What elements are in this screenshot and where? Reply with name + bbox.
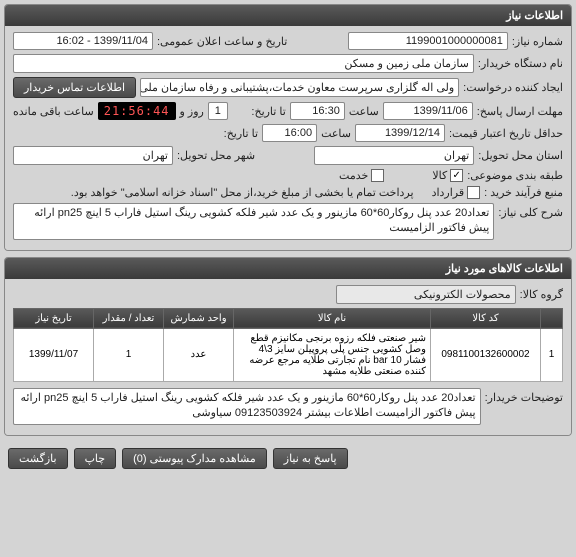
label-creator: ایجاد کننده درخواست: — [463, 81, 563, 94]
label-service: خدمت — [339, 169, 368, 182]
label-validity-min: حداقل تاریخ اعتبار قیمت: — [449, 127, 563, 140]
back-button[interactable]: بازگشت — [8, 448, 68, 469]
field-city: تهران — [13, 146, 173, 165]
need-info-panel: اطلاعات نیاز شماره نیاز: 119900100000008… — [4, 4, 572, 251]
label-time1: ساعت — [349, 105, 379, 118]
label-classification: طبقه بندی موضوعی: — [467, 169, 563, 182]
cell-name: شیر صنعتی فلکه رزوه برنجی مکانیزم قطع وص… — [234, 328, 431, 381]
field-need-no: 1199001000000081 — [348, 32, 508, 50]
cell-qty: 1 — [94, 328, 164, 381]
field-validity-date: 1399/12/14 — [355, 124, 445, 142]
label-device-name: نام دستگاه خریدار: — [478, 57, 563, 70]
label-group: گروه کالا: — [520, 288, 563, 301]
print-button[interactable]: چاپ — [74, 448, 117, 469]
label-contract: قرارداد — [432, 186, 465, 199]
contract-note: پرداخت تمام یا بخشی از مبلغ خرید،از محل … — [71, 186, 414, 199]
panel2-body: گروه کالا: محصولات الکترونیکی کد کالا نا… — [5, 279, 571, 435]
field-validity-time: 16:00 — [262, 124, 317, 142]
label-announce-dt: تاریخ و ساعت اعلان عمومی: — [157, 35, 287, 48]
field-creator: ولی اله گلزاری سرپرست معاون خدمات،پشتیبا… — [140, 78, 459, 97]
label-to-date2: تا تاریخ: — [224, 127, 258, 140]
label-need-no: شماره نیاز: — [512, 35, 563, 48]
label-subject: شرح کلی نیاز: — [498, 203, 563, 219]
col-date: تاریخ نیاز — [14, 308, 94, 328]
field-announce-dt: 1399/11/04 - 16:02 — [13, 32, 153, 50]
label-time2: ساعت — [321, 127, 351, 140]
field-state: تهران — [314, 146, 474, 165]
panel1-body: شماره نیاز: 1199001000000081 تاریخ و ساع… — [5, 26, 571, 250]
cell-unit: عدد — [164, 328, 234, 381]
label-explain: توضیحات خریدار: — [485, 388, 563, 404]
label-state: استان محل تحویل: — [478, 149, 563, 162]
table-row: 1 0981100132600002 شیر صنعتی فلکه رزوه ب… — [14, 328, 563, 381]
field-explain: تعداد20 عدد پنل روکار60*60 مازینور و یک … — [13, 388, 481, 425]
label-contract-src: منبع فرآیند خرید : — [484, 186, 563, 199]
field-device-name: سازمان ملی زمین و مسکن — [13, 54, 474, 73]
label-until: روز و — [180, 105, 204, 118]
checkbox-service[interactable] — [371, 169, 384, 182]
checkbox-goods[interactable]: ✓ — [450, 169, 463, 182]
cell-date: 1399/11/07 — [14, 328, 94, 381]
footer-bar: پاسخ به نیاز مشاهده مدارک پیوستی (0) چاپ… — [4, 442, 572, 475]
field-reply-time: 16:30 — [290, 102, 345, 120]
col-rownum — [541, 308, 563, 328]
label-reply-deadline: مهلت ارسال پاسخ: — [477, 105, 563, 118]
table-header-row: کد کالا نام کالا واحد شمارش تعداد / مقدا… — [14, 308, 563, 328]
label-to-date: تا تاریخ: — [251, 105, 285, 118]
label-remaining: ساعت باقی مانده — [13, 105, 94, 118]
panel2-header: اطلاعات کالاهای مورد نیاز — [5, 258, 571, 279]
attachments-button[interactable]: مشاهده مدارک پیوستی (0) — [122, 448, 267, 469]
cell-idx: 1 — [541, 328, 563, 381]
countdown-timer: 21:56:44 — [98, 102, 176, 120]
reply-button[interactable]: پاسخ به نیاز — [273, 448, 348, 469]
field-reply-date: 1399/11/06 — [383, 102, 473, 120]
col-qty: تعداد / مقدار — [94, 308, 164, 328]
goods-info-panel: اطلاعات کالاهای مورد نیاز گروه کالا: محص… — [4, 257, 572, 436]
field-remaining-days: 1 — [208, 102, 228, 120]
label-city: شهر محل تحویل: — [177, 149, 255, 162]
cell-code: 0981100132600002 — [431, 328, 541, 381]
col-unit: واحد شمارش — [164, 308, 234, 328]
col-name: نام کالا — [234, 308, 431, 328]
field-group: محصولات الکترونیکی — [336, 285, 516, 304]
contact-info-button[interactable]: اطلاعات تماس خریدار — [13, 77, 136, 98]
checkbox-contract[interactable] — [467, 186, 480, 199]
goods-table: کد کالا نام کالا واحد شمارش تعداد / مقدا… — [13, 308, 563, 382]
label-goods: کالا — [432, 169, 447, 182]
field-subject: تعداد20 عدد پنل روکار60*60 مازینور و یک … — [13, 203, 494, 240]
panel1-header: اطلاعات نیاز — [5, 5, 571, 26]
col-code: کد کالا — [431, 308, 541, 328]
